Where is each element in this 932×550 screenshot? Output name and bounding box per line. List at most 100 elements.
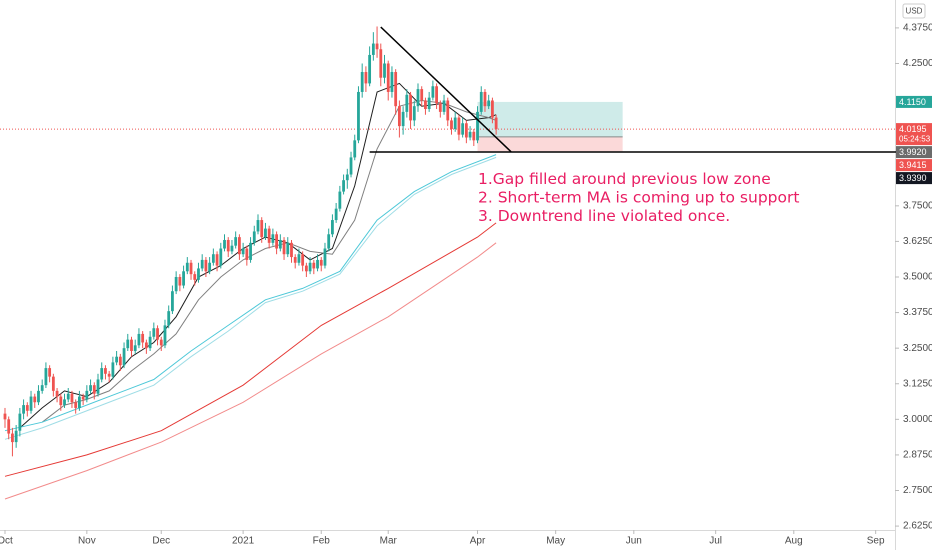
candle-body bbox=[159, 339, 163, 346]
candle-body bbox=[14, 430, 18, 443]
y-tick-label: 2.8750 bbox=[903, 450, 932, 461]
candle-body bbox=[301, 254, 305, 266]
candle-body bbox=[78, 396, 81, 408]
candle-body bbox=[312, 262, 316, 269]
candle-body bbox=[431, 86, 435, 98]
price-label: 4.0195 bbox=[899, 124, 927, 134]
candle-body bbox=[167, 311, 171, 326]
candle-body bbox=[22, 405, 25, 414]
y-tick-label: 3.0000 bbox=[903, 414, 932, 425]
candle-body bbox=[271, 234, 275, 243]
price-label-box bbox=[896, 146, 932, 159]
candle-body bbox=[59, 396, 63, 406]
x-tick-label: Dec bbox=[152, 536, 170, 547]
y-tick-label: 3.7500 bbox=[903, 200, 932, 211]
candle-body bbox=[390, 72, 394, 92]
y-tick-label: 3.6250 bbox=[903, 236, 932, 247]
x-tick-label: 2021 bbox=[232, 536, 255, 547]
candle-body bbox=[245, 248, 249, 260]
target-zone bbox=[477, 101, 623, 137]
candle-body bbox=[200, 259, 204, 269]
candle-body bbox=[293, 257, 297, 263]
candle-body bbox=[435, 86, 438, 104]
x-tick-label: Aug bbox=[785, 536, 803, 547]
candle-body bbox=[208, 262, 212, 272]
candle-body bbox=[353, 140, 357, 158]
y-tick-label: 2.6250 bbox=[903, 521, 932, 532]
annotation: 1.Gap filled around previous low zone bbox=[478, 170, 771, 188]
candle-body bbox=[461, 123, 465, 135]
currency: USD bbox=[906, 7, 923, 16]
candle-body bbox=[70, 393, 74, 403]
candle-body bbox=[189, 262, 193, 275]
candle-body bbox=[357, 91, 360, 141]
candle-body bbox=[185, 262, 189, 272]
price-label: 3.9415 bbox=[899, 160, 927, 170]
x-tick-label: May bbox=[546, 536, 565, 547]
candle-body bbox=[450, 120, 453, 129]
candle-body bbox=[51, 376, 55, 391]
candle-body bbox=[197, 268, 200, 280]
candle-body bbox=[133, 345, 137, 352]
candle-body bbox=[215, 254, 219, 266]
candle-body bbox=[11, 433, 14, 443]
candle-body bbox=[81, 396, 85, 400]
candle-body bbox=[137, 333, 141, 346]
candle-body bbox=[148, 336, 152, 349]
candle-body bbox=[282, 239, 286, 255]
candle-body bbox=[66, 393, 70, 400]
moving-average bbox=[4, 154, 497, 432]
annotation: 3. Downtrend line violated once. bbox=[478, 207, 730, 225]
candle-body bbox=[7, 419, 11, 434]
candle-body bbox=[290, 242, 293, 258]
candle-body bbox=[264, 228, 267, 238]
candle-body bbox=[96, 379, 100, 394]
stop-zone bbox=[477, 136, 623, 152]
candle-body bbox=[40, 385, 44, 391]
candle-body bbox=[55, 390, 59, 397]
price-label: 3.9390 bbox=[899, 173, 927, 183]
candle-body bbox=[316, 259, 319, 269]
candle-body bbox=[278, 239, 282, 249]
x-tick-label: Sep bbox=[867, 536, 885, 547]
candle-body bbox=[327, 234, 331, 249]
candle-body bbox=[115, 356, 119, 363]
candle-body bbox=[371, 43, 375, 55]
candle-body bbox=[297, 254, 301, 263]
candle-body bbox=[204, 259, 208, 272]
candle-body bbox=[331, 220, 334, 235]
candle-body bbox=[424, 100, 427, 110]
candle-body bbox=[141, 333, 145, 343]
candle-body bbox=[174, 276, 178, 292]
candle-body bbox=[230, 245, 234, 252]
candle-body bbox=[386, 63, 390, 92]
candle-body bbox=[107, 373, 111, 377]
candle-body bbox=[211, 254, 215, 263]
candle-body bbox=[92, 385, 96, 394]
x-tick-label: Oct bbox=[0, 536, 13, 547]
candle-body bbox=[412, 106, 416, 121]
y-tick-label: 3.2500 bbox=[903, 343, 932, 354]
candle-body bbox=[468, 131, 472, 138]
candle-body bbox=[286, 242, 290, 255]
price-label: 3.9920 bbox=[899, 147, 927, 157]
candle-body bbox=[219, 248, 223, 266]
candle-body bbox=[182, 271, 185, 286]
candle-body bbox=[427, 97, 431, 110]
candle-body bbox=[256, 220, 260, 232]
candle-body bbox=[446, 100, 450, 121]
moving-average bbox=[4, 222, 497, 477]
candle-body bbox=[319, 259, 323, 266]
candle-body bbox=[409, 94, 412, 121]
candle-body bbox=[178, 276, 182, 286]
y-tick-label: 4.3750 bbox=[903, 23, 932, 34]
candle-body bbox=[487, 100, 491, 107]
candle-body bbox=[126, 339, 130, 349]
candle-body bbox=[144, 342, 148, 349]
candle-body bbox=[37, 390, 40, 403]
currency-badge[interactable] bbox=[902, 3, 926, 19]
x-tick-label: Nov bbox=[78, 536, 96, 547]
candle-body bbox=[252, 231, 256, 243]
candle-body bbox=[394, 72, 398, 107]
candle-body bbox=[349, 157, 353, 175]
